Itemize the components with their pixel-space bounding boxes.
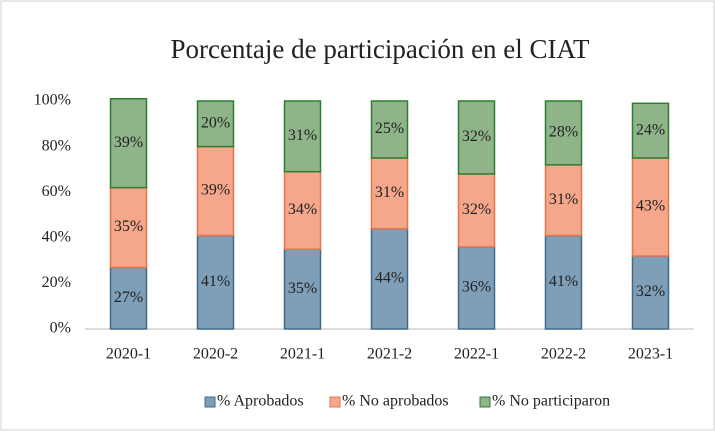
- data-label: 39%: [201, 182, 230, 199]
- data-label: 43%: [636, 198, 665, 215]
- y-tick-label: 80%: [42, 137, 71, 154]
- data-label: 31%: [549, 191, 578, 208]
- data-label: 24%: [636, 121, 665, 138]
- bar-segment: [196, 100, 235, 148]
- x-tick-label: 2022-2: [541, 346, 586, 363]
- legend-swatch: [204, 396, 216, 408]
- bar-segment: [370, 100, 409, 159]
- legend-label: % No aprobados: [342, 393, 449, 410]
- x-tick-label: 2020-1: [106, 346, 151, 363]
- bar-segment: [109, 186, 148, 269]
- data-label: 44%: [375, 270, 404, 287]
- y-tick-label: 60%: [42, 183, 71, 200]
- legend-swatch: [329, 396, 341, 408]
- bar-segment: [544, 100, 583, 166]
- data-label: 20%: [201, 114, 230, 131]
- x-tick-label: 2023-1: [628, 346, 673, 363]
- bar-segment: [109, 97, 148, 189]
- bar-segment: [370, 227, 409, 330]
- data-label: 31%: [288, 127, 317, 144]
- data-label: 36%: [462, 279, 491, 296]
- data-label: 35%: [288, 280, 317, 297]
- x-tick-label: 2020-2: [193, 346, 238, 363]
- data-label: 25%: [375, 120, 404, 137]
- bar-segment: [283, 100, 322, 173]
- bar-segment: [631, 255, 670, 330]
- legend-label: % No participaron: [492, 393, 610, 410]
- bar-segment: [283, 170, 322, 250]
- bar-segment: [544, 234, 583, 330]
- x-tick-label: 2021-1: [280, 346, 325, 363]
- bar-segment: [196, 145, 235, 237]
- y-tick-label: 0%: [50, 320, 71, 337]
- data-label: 39%: [114, 134, 143, 151]
- x-tick-label: 2022-1: [454, 346, 499, 363]
- data-label: 41%: [549, 273, 578, 290]
- bar-segment: [631, 102, 670, 159]
- data-label: 32%: [462, 128, 491, 145]
- data-label: 32%: [636, 283, 665, 300]
- bar-segment: [370, 157, 409, 230]
- bar-segment: [457, 100, 496, 175]
- bar-segment: [283, 248, 322, 330]
- data-label: 32%: [462, 201, 491, 218]
- chart-title: Porcentaje de participación en el CIAT: [170, 34, 590, 64]
- data-label: 28%: [549, 124, 578, 141]
- legend-swatch: [479, 396, 491, 408]
- bar-segment: [109, 266, 148, 330]
- legend-label: % Aprobados: [217, 393, 304, 410]
- data-label: 31%: [375, 184, 404, 201]
- data-label: 41%: [201, 273, 230, 290]
- data-label: 35%: [114, 218, 143, 235]
- bar-segment: [631, 157, 670, 257]
- bar-segment: [196, 234, 235, 330]
- data-label: 34%: [288, 201, 317, 218]
- bar-segment: [544, 164, 583, 237]
- y-tick-label: 100%: [34, 92, 71, 109]
- y-tick-label: 40%: [42, 228, 71, 245]
- data-label: 27%: [114, 289, 143, 306]
- y-tick-label: 20%: [42, 274, 71, 291]
- bar-segment: [457, 246, 496, 330]
- x-tick-label: 2021-2: [367, 346, 412, 363]
